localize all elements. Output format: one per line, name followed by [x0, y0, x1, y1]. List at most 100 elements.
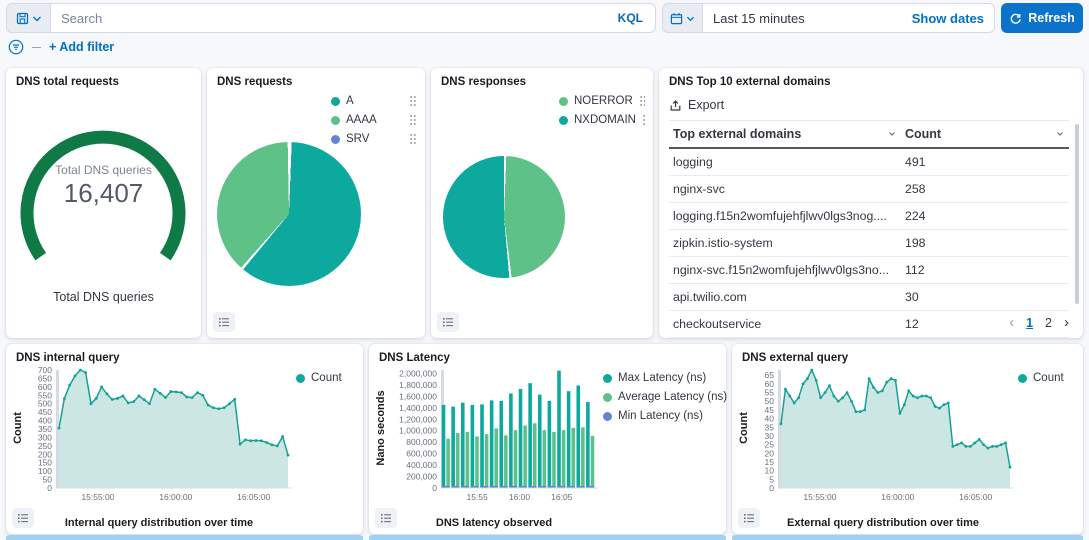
time-picker: Last 15 minutes Show dates [662, 3, 995, 33]
legend-item-noerror[interactable]: NOERROR [559, 94, 645, 108]
add-filter-button[interactable]: + Add filter [49, 40, 115, 54]
domain-cell: logging [669, 148, 901, 176]
svg-text:650: 650 [38, 373, 52, 383]
chart-legend: Count [296, 364, 342, 529]
panel-title: DNS Latency [379, 352, 450, 364]
pagination-page-2[interactable]: 2 [1045, 315, 1052, 330]
legend-toggle-button[interactable] [738, 508, 760, 528]
refresh-icon [1010, 13, 1021, 24]
legend-item-srv[interactable]: SRV [331, 132, 417, 146]
table-row: nginx-svc 258 [669, 175, 1069, 203]
chart-legend: Max Latency (ns) Average Latency (ns) Min … [603, 364, 727, 529]
save-query-button[interactable] [7, 4, 51, 32]
table-body: logging 491 nginx-svc 258 logging.f15n2womfu… [669, 148, 1069, 338]
svg-text:0: 0 [432, 483, 437, 493]
quick-select-button[interactable] [663, 4, 703, 32]
filter-bar: + Add filter [8, 38, 114, 56]
table-pagination: ‹ 1 2 › [1009, 315, 1069, 330]
legend-item-count[interactable]: Count [296, 372, 342, 384]
count-cell: 258 [901, 175, 1069, 203]
legend-dot [1018, 373, 1027, 383]
legend-toggle-button[interactable] [375, 508, 397, 528]
legend-actions-icon[interactable] [639, 94, 645, 108]
pagination-page-1[interactable]: 1 [1026, 315, 1034, 330]
count-cell: 12 [901, 310, 1069, 338]
panel-dns-external-query: DNS external query Count 0 5 10 15 20 25 30 35 4… [732, 344, 1083, 534]
svg-text:550: 550 [38, 390, 52, 400]
filter-icon[interactable] [8, 39, 24, 55]
legend-actions-icon[interactable] [642, 113, 645, 127]
panel-title: DNS total requests [16, 76, 119, 88]
legend-item-max-latency-ns-[interactable]: Max Latency (ns) [603, 372, 727, 384]
legend-item-count[interactable]: Count [1018, 372, 1064, 384]
svg-text:25: 25 [765, 440, 775, 450]
domain-cell: zipkin.istio-system [669, 229, 901, 257]
y-axis-title: Nano seconds [375, 390, 387, 466]
svg-text:15:55: 15:55 [467, 492, 489, 502]
panel-title: DNS requests [217, 76, 293, 88]
pagination-next[interactable]: › [1064, 314, 1069, 331]
export-button[interactable]: Export [659, 88, 734, 118]
panel-dns-latency: DNS Latency Nano seconds 0 200,000 400,000… [369, 344, 727, 534]
svg-text:2,000,000: 2,000,000 [399, 368, 437, 378]
legend-label: SRV [346, 133, 370, 145]
refresh-label: Refresh [1028, 11, 1075, 25]
svg-text:16:05:00: 16:05:00 [959, 492, 992, 502]
svg-text:1,200,000: 1,200,000 [399, 414, 437, 424]
column-header-count[interactable]: Count [901, 120, 1069, 149]
legend-actions-icon[interactable] [409, 113, 417, 127]
svg-text:1,800,000: 1,800,000 [399, 380, 437, 390]
svg-text:45: 45 [765, 405, 775, 415]
domain-cell: nginx-svc.f15n2womfujehfjlwv0lgs3no... [669, 256, 901, 284]
dns-latency-bar-chart: 0 200,000 400,000 600,000 800,000 1,000,000 1,… [389, 364, 599, 509]
legend-toggle-button[interactable] [437, 312, 459, 332]
svg-text:700: 700 [38, 365, 52, 375]
legend-label: Count [1033, 372, 1064, 384]
count-cell: 30 [901, 283, 1069, 311]
domain-cell: api.twilio.com [669, 283, 901, 311]
panel-top-external-domains: DNS Top 10 external domains Export Top e… [659, 68, 1083, 338]
legend-dot [603, 392, 612, 402]
svg-text:10: 10 [765, 466, 775, 476]
column-header-top-external-domains[interactable]: Top external domains [669, 120, 901, 149]
filter-divider [32, 46, 41, 48]
legend-toggle-button[interactable] [12, 508, 34, 528]
table-scrollbar[interactable] [1075, 124, 1079, 304]
list-icon [219, 318, 229, 327]
refresh-button[interactable]: Refresh [1001, 3, 1083, 33]
count-cell: 491 [901, 148, 1069, 176]
gauge-center: Total DNS queries 16,407 [6, 163, 201, 209]
legend-item-average-latency-ns-[interactable]: Average Latency (ns) [603, 391, 727, 403]
svg-text:35: 35 [765, 422, 775, 432]
time-range-value[interactable]: Last 15 minutes [713, 10, 805, 26]
search-input[interactable] [51, 4, 606, 32]
chart-body: Nano seconds 0 200,000 400,000 600,000 800,0… [373, 364, 727, 529]
legend-label: A [346, 95, 354, 107]
legend-dot [603, 411, 612, 421]
legend-actions-icon[interactable] [409, 94, 417, 108]
pagination-prev[interactable]: ‹ [1009, 314, 1015, 331]
export-icon [670, 99, 681, 111]
legend-toggle-button[interactable] [213, 312, 235, 332]
x-axis-title: DNS latency observed [435, 517, 553, 529]
list-icon [18, 514, 28, 523]
legend-item-a[interactable]: A [331, 94, 417, 108]
query-language-badge[interactable]: KQL [617, 11, 643, 25]
show-dates-button[interactable]: Show dates [911, 10, 984, 26]
legend-item-nxdomain[interactable]: NXDOMAIN [559, 113, 645, 127]
svg-text:250: 250 [38, 441, 52, 451]
search-bar: KQL [6, 3, 656, 33]
legend-label: Average Latency (ns) [618, 391, 728, 403]
gauge-bottom-label: Total DNS queries [53, 290, 154, 304]
legend-item-min-latency-ns-[interactable]: Min Latency (ns) [603, 410, 727, 422]
legend-dot [559, 96, 568, 106]
legend-actions-icon[interactable] [409, 132, 417, 146]
panel-title: DNS external query [742, 352, 849, 364]
svg-text:50: 50 [765, 396, 775, 406]
legend-item-aaaa[interactable]: AAAA [331, 113, 417, 127]
svg-text:50: 50 [43, 475, 53, 485]
domain-cell: nginx-svc [669, 175, 901, 203]
legend-dot [296, 373, 305, 383]
count-cell: 224 [901, 202, 1069, 230]
